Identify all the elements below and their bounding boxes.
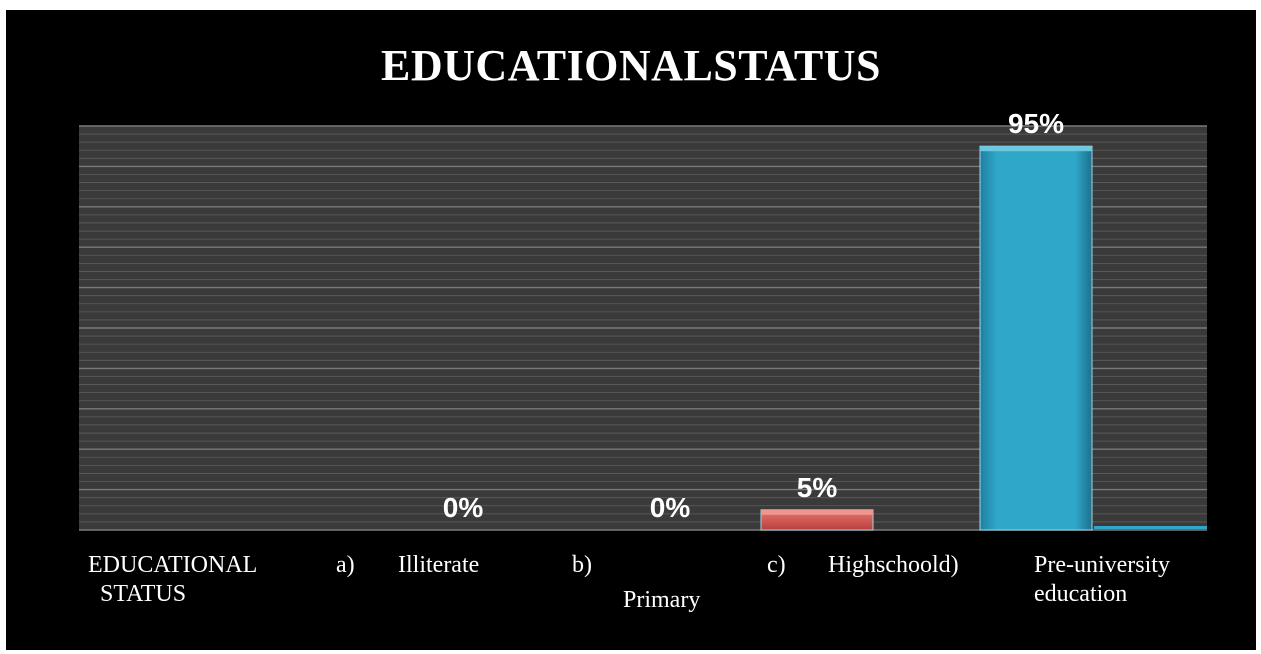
data-label-primary: 0% [649, 492, 691, 523]
x-tick-illiterate: Illiterate [398, 552, 480, 578]
x-tick-a: a) [336, 552, 355, 578]
chart-frame: EDUCATIONALSTATUS 0% 0% 5% 95% EDUCATION… [6, 10, 1256, 650]
bar-pre-university-cap [980, 146, 1092, 152]
data-label-illiterate: 0% [442, 492, 484, 523]
bar-highschool-cap [761, 509, 873, 515]
baseline-segment [1094, 526, 1207, 529]
data-label-highschool: 5% [796, 471, 838, 503]
bar-pre-university [979, 145, 1093, 531]
x-tick-educational-status: EDUCATIONAL STATUS [88, 552, 258, 607]
x-tick-pre-university: Pre-university education [1034, 552, 1170, 607]
x-tick-highschool: Highschoold) [828, 552, 959, 578]
x-tick-b: b) [572, 552, 592, 578]
x-tick-primary: Primary [623, 587, 701, 613]
chart-plot [79, 125, 1207, 531]
chart-title: EDUCATIONALSTATUS [381, 41, 881, 90]
x-tick-c: c) [767, 552, 786, 578]
data-label-pre-university: 95% [1007, 108, 1065, 140]
